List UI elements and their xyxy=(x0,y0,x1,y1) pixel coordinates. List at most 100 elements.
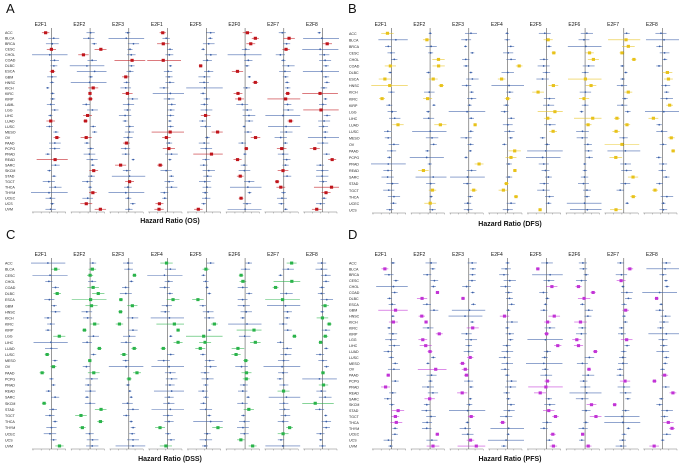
hazard-marker xyxy=(86,197,89,200)
hazard-marker xyxy=(621,65,624,67)
hazard-marker-significant xyxy=(196,298,200,302)
gene-header-e2f1: E2F1 xyxy=(375,252,387,258)
hazard-marker-significant xyxy=(164,136,169,140)
hazard-marker xyxy=(391,332,394,335)
hazard-marker xyxy=(325,420,328,423)
hazard-marker xyxy=(201,120,204,122)
gene-header-e2f1: E2F1 xyxy=(35,252,47,258)
hazard-marker xyxy=(87,384,90,386)
hazard-marker xyxy=(202,274,205,277)
hazard-marker xyxy=(471,291,474,294)
cancer-label: UCS xyxy=(349,208,357,212)
hazard-marker xyxy=(90,175,93,178)
hazard-marker-significant xyxy=(212,322,216,326)
hazard-marker xyxy=(388,327,390,329)
hazard-marker xyxy=(284,353,287,356)
hazard-marker xyxy=(243,420,246,423)
hazard-marker-significant xyxy=(671,149,675,153)
hazard-marker xyxy=(321,286,323,289)
hazard-marker-significant xyxy=(239,273,243,277)
hazard-marker xyxy=(244,268,247,271)
hazard-marker xyxy=(429,32,432,35)
hazard-marker xyxy=(433,279,436,282)
hazard-marker-significant xyxy=(655,296,659,300)
hazard-marker-significant xyxy=(591,290,595,294)
hazard-marker xyxy=(587,150,590,152)
cancer-label: SARC xyxy=(5,396,15,400)
hazard-marker-significant xyxy=(96,292,100,296)
hazard-marker xyxy=(582,267,585,270)
hazard-marker-significant xyxy=(434,367,438,371)
hazard-marker xyxy=(583,163,586,165)
hazard-marker xyxy=(169,81,171,84)
hazard-marker xyxy=(244,208,247,211)
hazard-marker-significant xyxy=(199,64,203,68)
hazard-marker-significant xyxy=(280,298,285,302)
hazard-marker xyxy=(431,136,433,139)
hazard-marker-significant xyxy=(501,420,505,424)
hazard-marker xyxy=(85,365,88,368)
hazard-marker xyxy=(662,163,664,165)
hazard-marker xyxy=(92,335,95,338)
hazard-marker xyxy=(626,110,629,113)
hazard-marker xyxy=(390,150,393,152)
hazard-marker xyxy=(393,143,395,146)
hazard-marker-significant xyxy=(474,444,478,448)
hazard-marker xyxy=(581,136,584,139)
cancer-label: LGG xyxy=(5,335,13,339)
gene-header-e2f8: E2F8 xyxy=(306,252,318,258)
hazard-marker xyxy=(425,427,428,430)
hazard-marker xyxy=(428,163,431,165)
hazard-marker xyxy=(127,136,129,139)
hazard-marker xyxy=(51,202,54,205)
hazard-marker xyxy=(469,143,472,146)
hazard-marker xyxy=(91,280,94,283)
hazard-marker xyxy=(508,84,510,87)
hazard-marker xyxy=(54,359,56,362)
hazard-marker-significant xyxy=(420,314,424,318)
hazard-marker-significant xyxy=(669,136,673,140)
hazard-marker xyxy=(52,37,55,40)
hazard-marker xyxy=(324,59,327,62)
cancer-label: KIRP xyxy=(349,104,358,108)
hazard-marker xyxy=(620,327,623,329)
cancer-label: DLBC xyxy=(5,292,15,296)
hazard-marker xyxy=(544,368,547,371)
hazard-marker xyxy=(324,414,327,417)
hazard-marker-significant xyxy=(329,185,334,189)
hazard-marker-significant xyxy=(469,415,473,419)
hazard-marker xyxy=(465,156,467,159)
hazard-marker xyxy=(206,59,209,62)
hazard-marker xyxy=(167,70,169,73)
hazard-marker xyxy=(279,377,281,380)
cancer-label: PAAD xyxy=(5,371,15,375)
hazard-marker xyxy=(323,87,325,89)
hazard-marker xyxy=(622,362,624,365)
hazard-marker xyxy=(48,191,50,194)
hazard-marker xyxy=(624,321,627,323)
cancer-label: THCA xyxy=(5,420,15,424)
hazard-marker-significant xyxy=(472,188,476,192)
hazard-marker-significant xyxy=(216,426,220,430)
hazard-marker-significant xyxy=(652,379,657,383)
hazard-marker-significant xyxy=(234,353,238,356)
hazard-marker xyxy=(284,142,287,144)
hazard-marker xyxy=(661,350,664,353)
hazard-marker xyxy=(125,341,127,344)
cancer-label: COAD xyxy=(349,65,360,69)
hazard-marker-significant xyxy=(620,51,624,55)
hazard-marker xyxy=(386,397,389,400)
hazard-marker xyxy=(662,143,664,146)
hazard-marker xyxy=(163,286,166,289)
hazard-marker xyxy=(243,125,246,128)
hazard-marker xyxy=(319,432,322,435)
hazard-marker xyxy=(324,396,327,399)
hazard-marker xyxy=(580,279,583,282)
hazard-marker xyxy=(626,202,629,205)
hazard-marker-significant xyxy=(394,420,398,424)
hazard-marker xyxy=(541,78,544,80)
hazard-marker-significant xyxy=(236,346,240,350)
cancer-label: LGG xyxy=(349,338,357,342)
hazard-marker-significant xyxy=(428,397,432,401)
hazard-marker xyxy=(286,87,289,89)
